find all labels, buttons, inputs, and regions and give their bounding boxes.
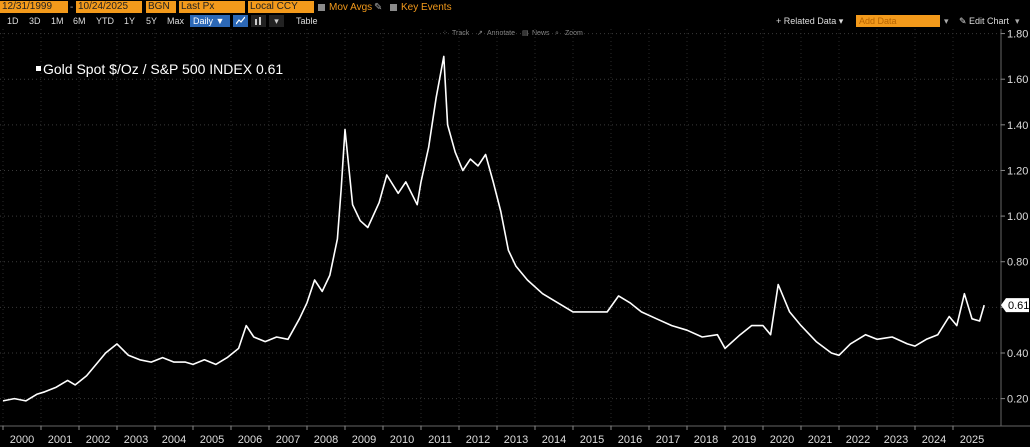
last-value-marker: 0.61 (1001, 298, 1029, 313)
top-toolbar: 12/31/1999 - 10/24/2025 BGN Last Px Loca… (0, 0, 1030, 15)
last-value-tag (1001, 298, 1029, 313)
price-field[interactable]: Last Px (179, 1, 245, 13)
x-tick-label: 2020 (770, 434, 794, 446)
legend: Gold Spot $/Oz / S&P 500 INDEX 0.61 (36, 61, 283, 77)
period-max[interactable]: Max (167, 16, 185, 26)
x-tick-label: 2001 (48, 434, 72, 446)
table-button[interactable]: Table (296, 16, 318, 26)
x-tick-label: 2013 (504, 434, 528, 446)
x-tick-label: 2009 (352, 434, 376, 446)
x-tick-label: 2006 (238, 434, 262, 446)
x-tick-label: 2019 (732, 434, 756, 446)
key-events-label[interactable]: Key Events (401, 2, 452, 13)
bar-chart-glyph (255, 17, 261, 25)
x-tick-label: 2025 (960, 434, 984, 446)
period-1y[interactable]: 1Y (124, 16, 136, 26)
x-tick-label: 2004 (162, 434, 186, 446)
x-tick-label: 2023 (884, 434, 908, 446)
x-tick-label: 2010 (390, 434, 414, 446)
line-chart-icon[interactable] (233, 15, 248, 27)
x-tick-label: 2008 (314, 434, 338, 446)
source-field[interactable]: BGN (146, 1, 176, 13)
more-dropdown-icon[interactable]: ▾ (269, 15, 284, 27)
period-1m[interactable]: 1M (51, 16, 64, 26)
x-tick-label: 2017 (656, 434, 680, 446)
line-chart-glyph (235, 16, 246, 25)
x-tick-label: 2007 (276, 434, 300, 446)
y-tick-label: 0.80 (1007, 257, 1028, 269)
annotate-button[interactable]: Annotate (487, 30, 516, 37)
annotate-icon[interactable]: ↗ (477, 30, 483, 37)
news-icon[interactable]: ▤ (522, 30, 529, 37)
period-3d[interactable]: 3D (29, 16, 41, 26)
add-data-input[interactable]: Add Data (856, 15, 940, 27)
x-tick-label: 2005 (200, 434, 224, 446)
x-tick-label: 2022 (846, 434, 870, 446)
x-axis: 2000 2001 2002 2003 2004 2005 2006 2007 2008 2009… (2, 426, 984, 446)
collapse-icon[interactable]: ▾ (1015, 16, 1020, 26)
end-date-field[interactable]: 10/24/2025 (76, 1, 142, 13)
y-tick-label: 0.20 (1007, 394, 1028, 406)
frequency-dropdown[interactable]: Daily ▼ (190, 15, 230, 27)
date-separator: - (70, 2, 74, 13)
x-tick-label: 2002 (86, 434, 110, 446)
legend-label: Gold Spot $/Oz / S&P 500 INDEX 0.61 (43, 61, 283, 77)
y-tick-label: 1.60 (1007, 74, 1028, 86)
edit-chart-button[interactable]: ✎ Edit Chart (959, 16, 1010, 26)
series-line (2, 55, 985, 402)
y-tick-label: 1.00 (1007, 211, 1028, 223)
bar-chart-icon[interactable] (251, 15, 266, 27)
y-tick-label: 0.40 (1007, 348, 1028, 360)
x-tick-label: 2015 (580, 434, 604, 446)
pencil-icon[interactable]: ✎ (374, 2, 383, 13)
y-tick-label: 1.80 (1007, 29, 1028, 41)
period-5y[interactable]: 5Y (146, 16, 158, 26)
x-tick-label: 2018 (694, 434, 718, 446)
x-tick-label: 2016 (618, 434, 642, 446)
y-tick-label: 1.20 (1007, 165, 1028, 177)
x-tick-label: 2024 (922, 434, 946, 446)
y-tick-label: 1.40 (1007, 120, 1028, 132)
mov-avgs-checkbox[interactable] (318, 4, 325, 11)
related-data-button[interactable]: + Related Data ▾ (776, 16, 844, 26)
x-tick-label: 2003 (124, 434, 148, 446)
x-tick-label: 2012 (466, 434, 490, 446)
chart-grid (0, 29, 1001, 426)
mov-avgs-label[interactable]: Mov Avgs (329, 2, 373, 13)
x-tick-label: 2011 (428, 434, 452, 446)
y-axis: 0.200.400.600.801.001.201.401.601.80 (1001, 29, 1028, 406)
period-6m[interactable]: 6M (73, 16, 86, 26)
zoom-button[interactable]: Zoom (565, 30, 583, 37)
key-events-checkbox[interactable] (390, 4, 397, 11)
dropdown-arrow-icon[interactable]: ▾ (944, 16, 949, 26)
x-tick-label: 2014 (542, 434, 566, 446)
x-tick-label: 2000 (10, 434, 34, 446)
period-ytd[interactable]: YTD (96, 16, 114, 26)
start-date-field[interactable]: 12/31/1999 (0, 1, 68, 13)
currency-field[interactable]: Local CCY (248, 1, 314, 13)
x-tick-label: 2021 (808, 434, 832, 446)
last-value-label: 0.61 (1008, 300, 1029, 312)
legend-swatch (36, 66, 41, 71)
period-1d[interactable]: 1D (7, 16, 19, 26)
